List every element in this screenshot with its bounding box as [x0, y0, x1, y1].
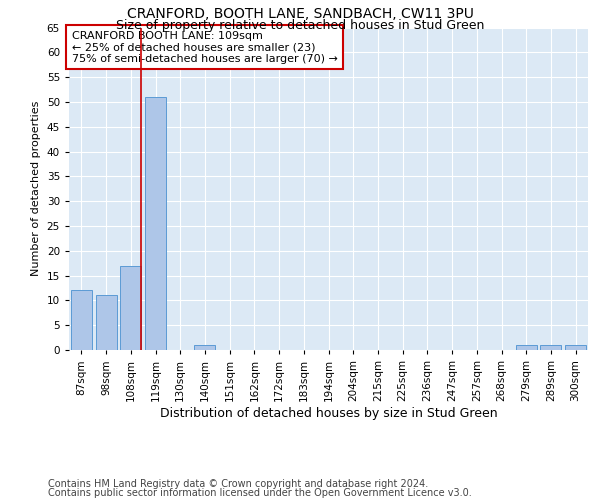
Bar [95, 296, 116, 350]
Bar [71, 290, 92, 350]
Text: Contains HM Land Registry data © Crown copyright and database right 2024.: Contains HM Land Registry data © Crown c… [48, 479, 428, 489]
Bar [565, 345, 586, 350]
Text: CRANFORD BOOTH LANE: 109sqm
← 25% of detached houses are smaller (23)
75% of sem: CRANFORD BOOTH LANE: 109sqm ← 25% of det… [71, 30, 337, 64]
Text: Contains public sector information licensed under the Open Government Licence v3: Contains public sector information licen… [48, 488, 472, 498]
Bar [194, 345, 215, 350]
Text: CRANFORD, BOOTH LANE, SANDBACH, CW11 3PU: CRANFORD, BOOTH LANE, SANDBACH, CW11 3PU [127, 8, 473, 22]
Bar [120, 266, 141, 350]
Bar [541, 345, 562, 350]
Bar [516, 345, 537, 350]
Bar [145, 97, 166, 350]
Y-axis label: Number of detached properties: Number of detached properties [31, 101, 41, 276]
X-axis label: Distribution of detached houses by size in Stud Green: Distribution of detached houses by size … [160, 406, 497, 420]
Text: Size of property relative to detached houses in Stud Green: Size of property relative to detached ho… [116, 19, 484, 32]
